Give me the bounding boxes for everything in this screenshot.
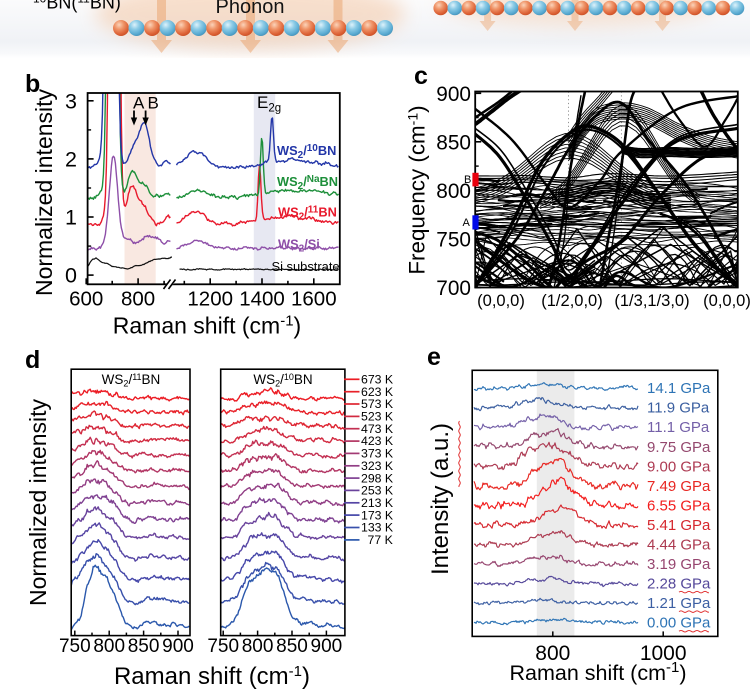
- svg-text:11.9 GPa: 11.9 GPa: [647, 400, 710, 417]
- svg-text:900: 900: [311, 636, 343, 657]
- svg-text:Frequency (cm-1): Frequency (cm-1): [405, 105, 430, 274]
- svg-text:4.44 GPa: 4.44 GPa: [647, 537, 711, 554]
- svg-text:900: 900: [436, 83, 471, 106]
- svg-text:Raman shift (cm-1): Raman shift (cm-1): [114, 663, 310, 690]
- svg-text:3: 3: [65, 89, 77, 113]
- svg-text:B: B: [464, 174, 471, 186]
- svg-text:800: 800: [242, 636, 274, 657]
- svg-text:Normalized intensity: Normalized intensity: [25, 398, 51, 606]
- svg-text:423 K: 423 K: [361, 434, 394, 448]
- svg-text:(1/3,1/3,0): (1/3,1/3,0): [614, 292, 689, 310]
- svg-text:Raman shift (cm-1): Raman shift (cm-1): [113, 313, 301, 339]
- svg-text:(0,0,0): (0,0,0): [703, 292, 750, 310]
- svg-text:800: 800: [93, 636, 125, 657]
- svg-text:1200: 1200: [187, 288, 233, 311]
- svg-text:1: 1: [65, 206, 77, 230]
- svg-text:673 K: 673 K: [361, 373, 394, 387]
- svg-text:800: 800: [436, 180, 471, 203]
- svg-text:750: 750: [59, 636, 91, 657]
- svg-text:800: 800: [121, 288, 155, 311]
- svg-text:0.00 GPa: 0.00 GPa: [647, 615, 711, 632]
- svg-text:2: 2: [65, 147, 77, 171]
- svg-text:Phonon: Phonon: [216, 0, 285, 18]
- svg-text:(0,0,0): (0,0,0): [477, 292, 525, 310]
- svg-text:WS2/Si: WS2/Si: [278, 237, 320, 255]
- svg-text:213 K: 213 K: [361, 496, 394, 510]
- svg-text:1000: 1000: [640, 642, 687, 665]
- svg-text:7.49 GPa: 7.49 GPa: [647, 478, 711, 495]
- svg-text:WS2/NaBN: WS2/NaBN: [277, 174, 338, 192]
- svg-text:d: d: [25, 346, 40, 374]
- svg-text:1.21 GPa: 1.21 GPa: [647, 595, 711, 612]
- svg-text:0: 0: [65, 264, 77, 288]
- svg-text:573 K: 573 K: [361, 397, 394, 411]
- svg-text:800: 800: [535, 642, 570, 665]
- svg-text:10BN(11BN): 10BN(11BN): [33, 0, 121, 13]
- svg-text:9.00 GPa: 9.00 GPa: [647, 458, 711, 475]
- svg-text:373 K: 373 K: [361, 447, 394, 461]
- svg-text:WS2/10BN: WS2/10BN: [253, 372, 312, 389]
- svg-text:B: B: [148, 94, 159, 113]
- svg-text:2.28 GPa: 2.28 GPa: [647, 576, 711, 593]
- svg-text:850: 850: [436, 131, 471, 154]
- svg-text:850: 850: [276, 636, 308, 657]
- svg-text:Intensity (a.u.): Intensity (a.u.): [427, 423, 454, 575]
- svg-text:3.19 GPa: 3.19 GPa: [647, 556, 711, 573]
- svg-text:14.1 GPa: 14.1 GPa: [647, 380, 711, 397]
- svg-text:Raman shift (cm-1): Raman shift (cm-1): [509, 659, 686, 685]
- svg-text:c: c: [414, 62, 428, 90]
- svg-text:523 K: 523 K: [361, 410, 394, 424]
- svg-text:A: A: [463, 217, 471, 229]
- svg-text:298 K: 298 K: [361, 471, 394, 485]
- svg-text:Normalized intensity: Normalized intensity: [31, 88, 57, 296]
- svg-text:9.75 GPa: 9.75 GPa: [647, 439, 711, 456]
- svg-text:623 K: 623 K: [361, 385, 394, 399]
- svg-text:850: 850: [128, 636, 160, 657]
- svg-text:11.1 GPa: 11.1 GPa: [647, 419, 710, 436]
- svg-text:253 K: 253 K: [361, 484, 394, 498]
- svg-text:1600: 1600: [291, 288, 337, 311]
- svg-text:Si substrate: Si substrate: [272, 259, 340, 274]
- svg-text:e: e: [427, 343, 441, 371]
- svg-text:133 K: 133 K: [361, 521, 394, 535]
- svg-text:WS2/11BN: WS2/11BN: [102, 372, 161, 389]
- svg-text:700: 700: [436, 277, 471, 300]
- svg-text:750: 750: [207, 636, 239, 657]
- svg-text:900: 900: [162, 636, 194, 657]
- svg-text:1400: 1400: [239, 288, 285, 311]
- svg-text:5.41 GPa: 5.41 GPa: [647, 517, 711, 534]
- svg-text:A: A: [133, 94, 145, 113]
- svg-text:173 K: 173 K: [361, 508, 394, 522]
- svg-text:6.55 GPa: 6.55 GPa: [647, 497, 711, 514]
- svg-text:600: 600: [69, 288, 103, 311]
- svg-text:323 K: 323 K: [361, 459, 394, 473]
- svg-text:WS2/10BN: WS2/10BN: [277, 143, 336, 161]
- svg-text:750: 750: [436, 228, 471, 251]
- svg-text:WS2/11BN: WS2/11BN: [278, 205, 337, 223]
- svg-text:473 K: 473 K: [361, 422, 394, 436]
- svg-text:77 K: 77 K: [368, 533, 394, 547]
- svg-text:(1/2,0,0): (1/2,0,0): [541, 292, 602, 310]
- svg-text:b: b: [25, 70, 40, 98]
